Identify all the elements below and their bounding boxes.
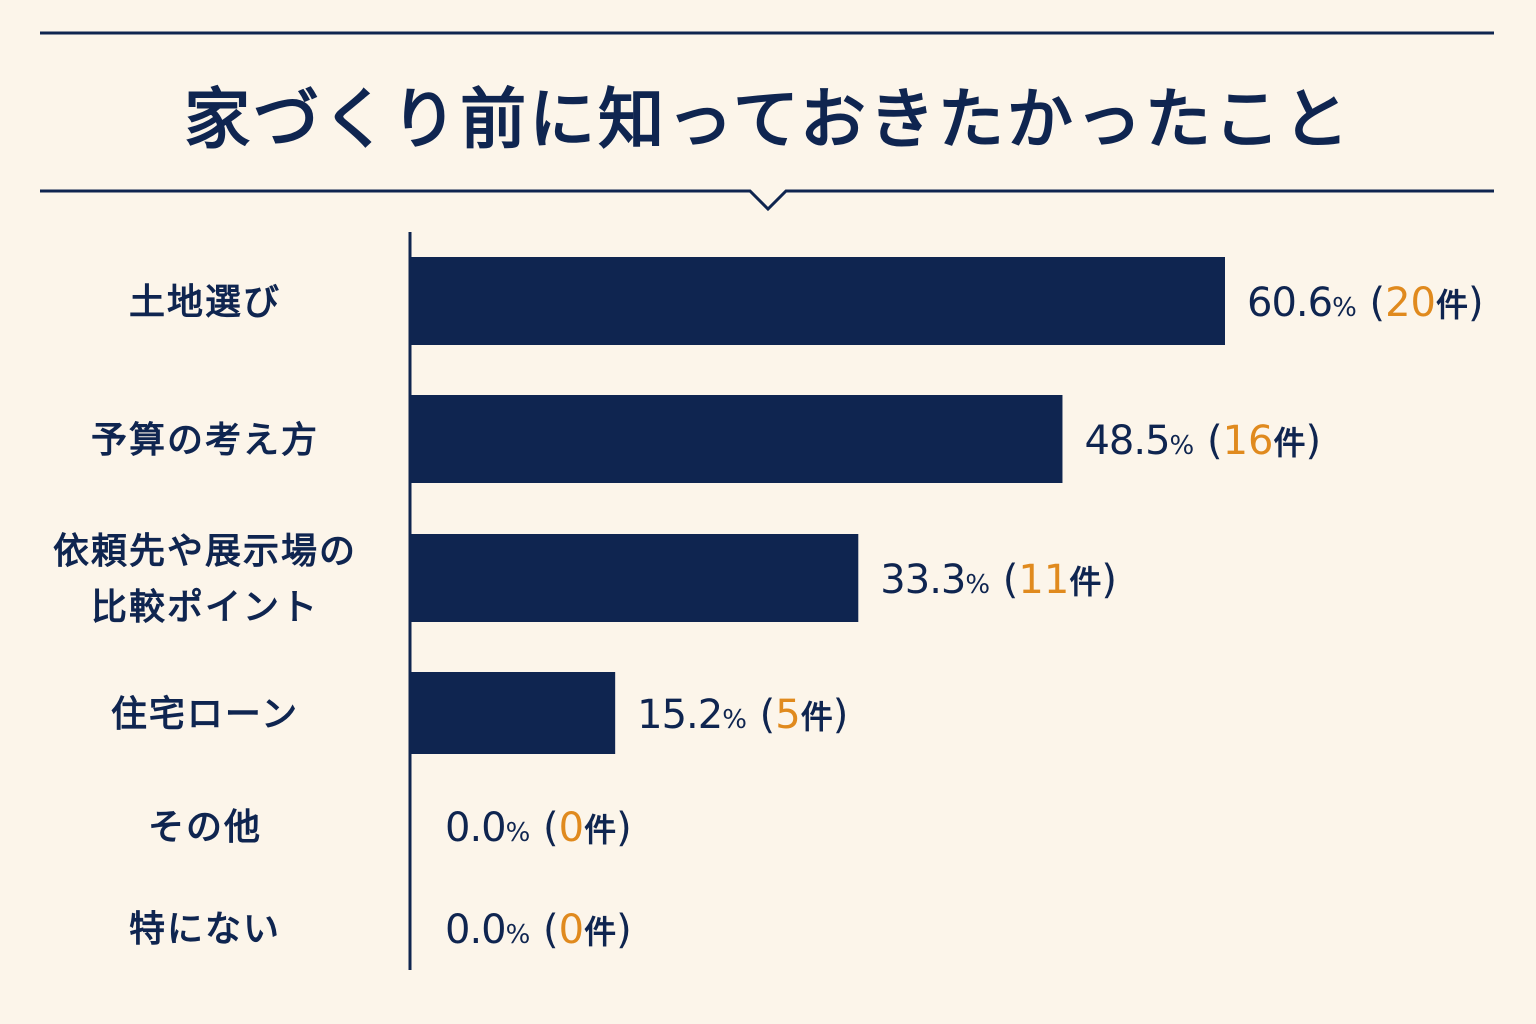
value-number-0: 60.6	[1247, 280, 1332, 326]
value-labels-group: 60.6% (20件)48.5% (16件)33.3% (11件)15.2% (…	[445, 280, 1484, 953]
value-label-3: 15.2% (5件)	[637, 692, 848, 738]
value-number-2: 33.3	[880, 557, 965, 603]
value-label-4: 0.0% (0件)	[445, 805, 632, 851]
value-label-5: 0.0% (0件)	[445, 907, 632, 953]
open-paren-2: (	[990, 557, 1018, 603]
close-paren-3: )	[833, 692, 849, 738]
bar-2	[411, 534, 859, 622]
value-label-1: 48.5% (16件)	[1084, 418, 1321, 464]
close-paren-2: )	[1101, 557, 1117, 603]
bar-3	[411, 672, 616, 754]
header-bottom-rule	[40, 189, 1494, 212]
value-number-5: 0.0	[445, 907, 506, 953]
count-number-4: 0	[559, 805, 584, 851]
percent-symbol-0: %	[1332, 293, 1357, 323]
count-unit-5: 件	[584, 913, 616, 951]
count-number-3: 5	[775, 692, 800, 738]
open-paren-3: (	[747, 692, 775, 738]
category-label-0: 土地選び	[129, 282, 281, 323]
value-number-4: 0.0	[445, 805, 506, 851]
open-paren-0: (	[1357, 280, 1385, 326]
percent-symbol-5: %	[506, 920, 531, 950]
close-paren-4: )	[616, 805, 632, 851]
value-label-0: 60.6% (20件)	[1247, 280, 1484, 326]
count-unit-3: 件	[801, 698, 833, 736]
count-unit-2: 件	[1069, 563, 1101, 601]
category-label-4: その他	[148, 807, 262, 848]
open-paren-5: (	[530, 907, 558, 953]
value-number-3: 15.2	[637, 692, 722, 738]
bars-group	[411, 257, 1225, 754]
category-label-2-line-1: 比較ポイント	[91, 586, 319, 628]
category-label-2-line-0: 依頼先や展示場の	[53, 531, 357, 572]
category-label-1: 予算の考え方	[91, 420, 319, 461]
open-paren-1: (	[1194, 418, 1222, 464]
count-number-1: 16	[1223, 418, 1274, 464]
category-label-5: 特にない	[129, 909, 281, 950]
percent-symbol-2: %	[965, 570, 990, 600]
value-number-1: 48.5	[1084, 418, 1169, 464]
bar-1	[411, 395, 1063, 483]
close-paren-0: )	[1468, 280, 1484, 326]
count-unit-1: 件	[1273, 424, 1305, 462]
percent-symbol-1: %	[1170, 431, 1195, 461]
category-label-3: 住宅ローン	[111, 693, 299, 735]
chart-title: 家づくり前に知っておきたかったこと	[184, 81, 1352, 158]
open-paren-4: (	[530, 805, 558, 851]
close-paren-5: )	[616, 907, 632, 953]
count-number-5: 0	[559, 907, 584, 953]
bar-0	[411, 257, 1225, 345]
count-unit-0: 件	[1436, 286, 1468, 324]
close-paren-1: )	[1305, 418, 1321, 464]
value-label-2: 33.3% (11件)	[880, 557, 1117, 603]
count-number-2: 11	[1018, 557, 1069, 603]
percent-symbol-4: %	[506, 818, 531, 848]
count-unit-4: 件	[584, 811, 616, 849]
count-number-0: 20	[1385, 280, 1436, 326]
percent-symbol-3: %	[722, 705, 747, 735]
